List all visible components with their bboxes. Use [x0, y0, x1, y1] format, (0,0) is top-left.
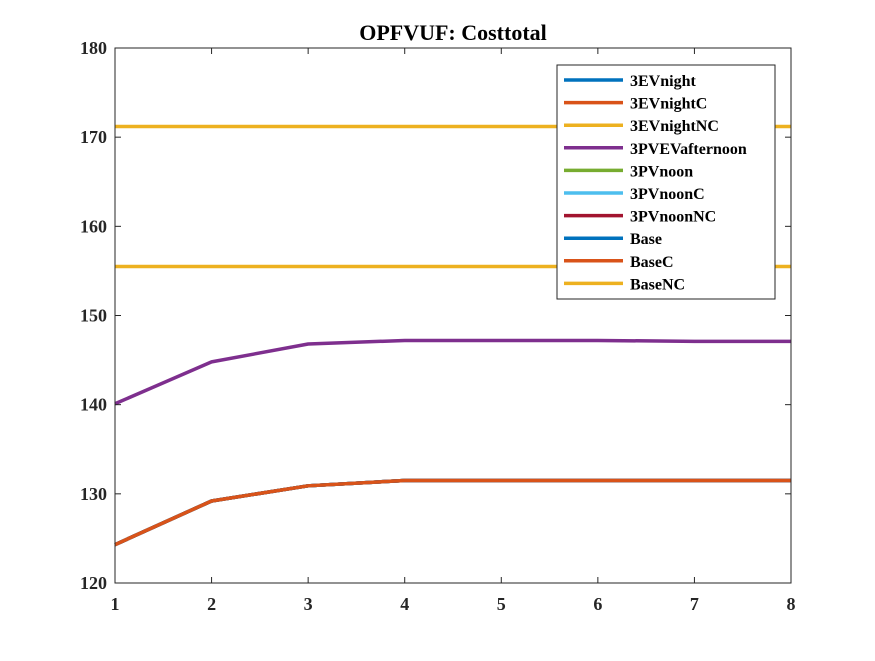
legend-label-3EVnight: 3EVnight	[630, 73, 696, 90]
legend-label-3PVnoon: 3PVnoon	[630, 163, 693, 180]
x-tick-label: 8	[787, 594, 796, 614]
legend-label-3PVnoonNC: 3PVnoonNC	[630, 209, 716, 226]
legend: 3EVnight 3EVnightC 3EVnightNC 3PVEVafternoo…	[556, 64, 776, 300]
y-tick-label: 160	[80, 216, 107, 236]
legend-label-3PVnoonC: 3PVnoonC	[630, 186, 705, 203]
x-tick-label: 7	[690, 594, 699, 614]
y-tick-label: 130	[80, 484, 107, 504]
legend-label-3EVnightC: 3EVnightC	[630, 96, 707, 113]
x-tick-label: 6	[593, 594, 602, 614]
y-tick-label: 150	[80, 306, 107, 326]
legend-label-3PVEVafternoon: 3PVEVafternoon	[630, 141, 747, 158]
y-tick-label: 140	[80, 395, 107, 415]
x-tick-label: 4	[400, 594, 409, 614]
y-tick-label: 180	[80, 38, 107, 58]
legend-label-Base: Base	[630, 231, 662, 248]
series-line-BaseC	[114, 478, 791, 547]
x-tick-label: 3	[304, 594, 313, 614]
legend-label-3EVnightNC: 3EVnightNC	[630, 118, 719, 135]
y-tick-label: 120	[80, 573, 107, 593]
x-tick-label: 1	[111, 594, 120, 614]
chart-title: OPFVUF: Costtotal	[359, 20, 547, 45]
x-tick-label: 2	[207, 594, 216, 614]
axes-layer: 1 2 3 4 5 6 7 8 120 130 140 150 160 170 180	[80, 38, 796, 614]
series-line-3PVEVafternoon	[114, 338, 791, 406]
legend-label-BaseC: BaseC	[630, 254, 674, 271]
legend-label-BaseNC: BaseNC	[630, 276, 685, 293]
y-tick-label: 170	[80, 127, 107, 147]
x-tick-label: 5	[497, 594, 506, 614]
